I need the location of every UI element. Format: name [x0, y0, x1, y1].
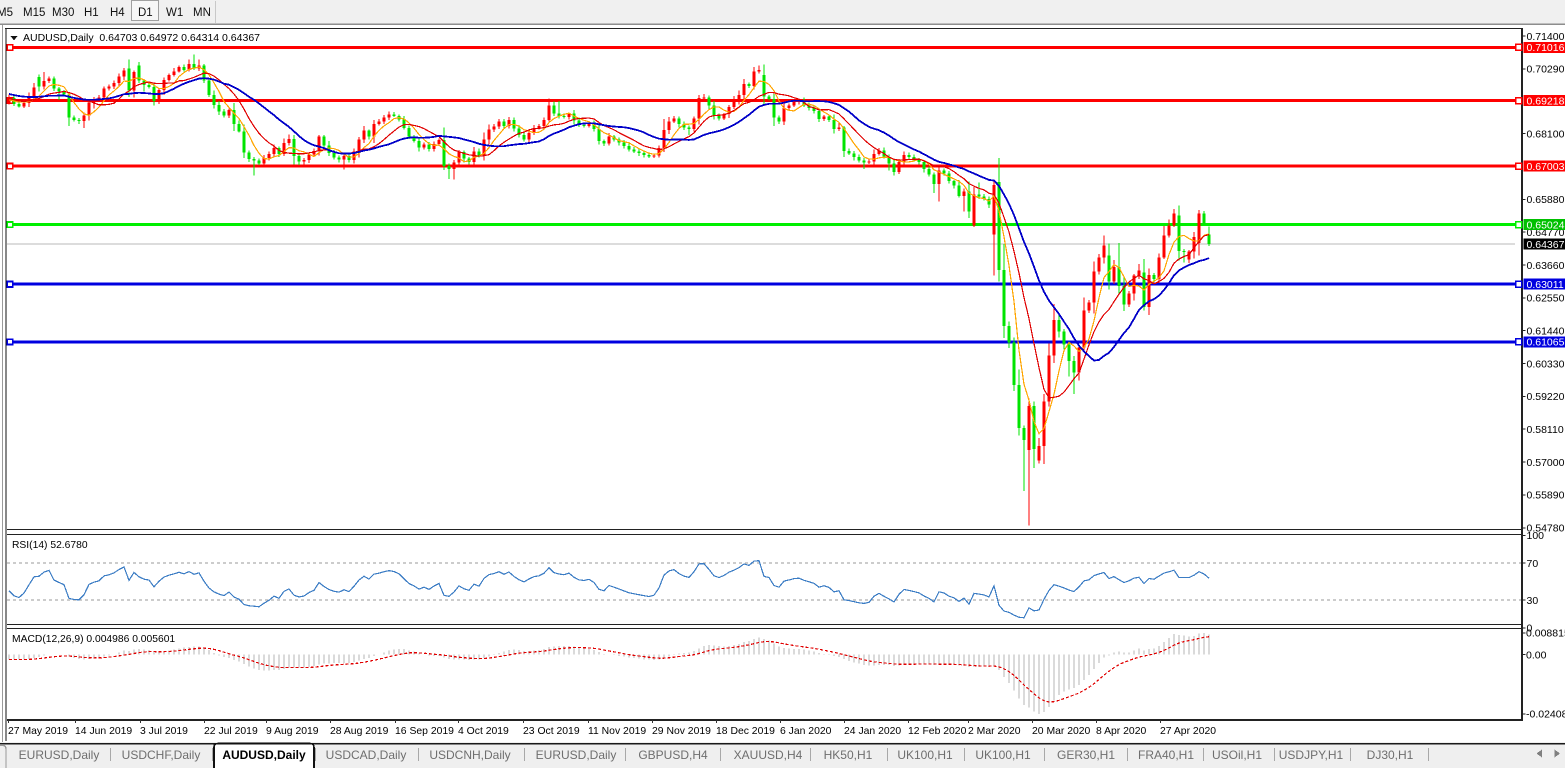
svg-text:USDJPY,H1: USDJPY,H1: [1279, 748, 1344, 762]
svg-text:EURUSD,Daily: EURUSD,Daily: [19, 748, 100, 762]
svg-text:11 Nov 2019: 11 Nov 2019: [588, 726, 646, 737]
svg-text:23 Oct 2019: 23 Oct 2019: [523, 726, 580, 737]
svg-text:XAUUSD,H4: XAUUSD,H4: [734, 748, 803, 762]
svg-text:USOil,H1: USOil,H1: [1212, 748, 1262, 762]
svg-text:12 Feb 2020: 12 Feb 2020: [908, 726, 967, 737]
svg-text:0.67003: 0.67003: [1527, 161, 1565, 173]
svg-text:0.70290: 0.70290: [1527, 64, 1565, 76]
svg-text:RSI(14) 52.6780: RSI(14) 52.6780: [12, 540, 88, 551]
svg-text:3 Jul 2019: 3 Jul 2019: [140, 726, 188, 737]
svg-text:GBPUSD,H4: GBPUSD,H4: [638, 748, 708, 762]
svg-text:29 Nov 2019: 29 Nov 2019: [652, 726, 711, 737]
svg-text:4 Oct 2019: 4 Oct 2019: [458, 726, 509, 737]
svg-text:27 May 2019: 27 May 2019: [8, 726, 68, 737]
svg-text:0.59220: 0.59220: [1527, 391, 1565, 403]
svg-text:0.64367: 0.64367: [1527, 239, 1565, 251]
svg-text:M15: M15: [23, 7, 45, 19]
svg-text:0.60330: 0.60330: [1527, 358, 1565, 370]
svg-text:GER30,H1: GER30,H1: [1057, 748, 1115, 762]
svg-text:27 Apr 2020: 27 Apr 2020: [1160, 726, 1216, 737]
svg-text:0.68100: 0.68100: [1527, 128, 1565, 140]
svg-text:0.62550: 0.62550: [1527, 293, 1565, 305]
svg-text:UK100,H1: UK100,H1: [897, 748, 953, 762]
svg-text:EURUSD,Daily: EURUSD,Daily: [536, 748, 617, 762]
svg-text:0.69218: 0.69218: [1527, 95, 1565, 107]
svg-text:M5: M5: [0, 7, 13, 19]
svg-text:0.54780: 0.54780: [1527, 523, 1565, 535]
svg-text:9 Aug 2019: 9 Aug 2019: [266, 726, 319, 737]
svg-text:D1: D1: [138, 7, 153, 19]
svg-text:MN: MN: [193, 7, 211, 19]
svg-text:W1: W1: [166, 7, 183, 19]
svg-text:0.65024: 0.65024: [1527, 219, 1565, 231]
svg-text:8 Apr 2020: 8 Apr 2020: [1096, 726, 1146, 737]
svg-text:18 Dec 2019: 18 Dec 2019: [716, 726, 775, 737]
svg-text:0.71016: 0.71016: [1527, 42, 1565, 54]
svg-text:H1: H1: [84, 7, 99, 19]
svg-text:0.57000: 0.57000: [1527, 457, 1565, 469]
svg-text:0: 0: [1527, 623, 1533, 635]
svg-text:AUDUSD,Daily 0.64703 0.64972: AUDUSD,Daily 0.64703 0.64972 0.64314 0.6…: [23, 32, 260, 44]
svg-text:0.58110: 0.58110: [1527, 424, 1564, 436]
svg-text:2 Mar 2020: 2 Mar 2020: [968, 726, 1021, 737]
svg-text:16 Sep 2019: 16 Sep 2019: [395, 726, 454, 737]
svg-text:14 Jun 2019: 14 Jun 2019: [75, 726, 132, 737]
svg-text:70: 70: [1527, 558, 1539, 570]
svg-text:6 Jan 2020: 6 Jan 2020: [780, 726, 832, 737]
svg-text:MACD(12,26,9) 0.004986 0.00560: MACD(12,26,9) 0.004986 0.005601: [12, 634, 175, 645]
svg-text:H4: H4: [110, 7, 125, 19]
svg-text:USDCHF,Daily: USDCHF,Daily: [122, 748, 201, 762]
svg-text:100: 100: [1527, 530, 1545, 542]
svg-text:0.00: 0.00: [1526, 649, 1547, 661]
svg-text:HK50,H1: HK50,H1: [824, 748, 873, 762]
svg-text:USDCNH,Daily: USDCNH,Daily: [429, 748, 510, 762]
svg-text:AUDUSD,Daily: AUDUSD,Daily: [222, 748, 306, 762]
svg-text:24 Jan 2020: 24 Jan 2020: [844, 726, 901, 737]
svg-text:0.61065: 0.61065: [1527, 337, 1565, 349]
svg-text:USDCAD,Daily: USDCAD,Daily: [326, 748, 407, 762]
svg-text:0.63011: 0.63011: [1527, 279, 1564, 291]
svg-text:UK100,H1: UK100,H1: [975, 748, 1031, 762]
svg-text:FRA40,H1: FRA40,H1: [1138, 748, 1194, 762]
svg-text:0.71400: 0.71400: [1527, 31, 1565, 43]
svg-text:30: 30: [1527, 595, 1539, 607]
svg-text:DJ30,H1: DJ30,H1: [1367, 748, 1414, 762]
svg-text:28 Aug 2019: 28 Aug 2019: [330, 726, 389, 737]
svg-text:0.63660: 0.63660: [1527, 260, 1565, 272]
svg-text:M30: M30: [52, 7, 74, 19]
svg-text:0.65880: 0.65880: [1527, 194, 1565, 206]
svg-text:20 Mar 2020: 20 Mar 2020: [1032, 726, 1091, 737]
svg-text:22 Jul 2019: 22 Jul 2019: [204, 726, 258, 737]
svg-text:0.61440: 0.61440: [1527, 326, 1565, 338]
svg-text:0.55890: 0.55890: [1527, 490, 1565, 502]
svg-text:0.008815: 0.008815: [1526, 628, 1565, 640]
